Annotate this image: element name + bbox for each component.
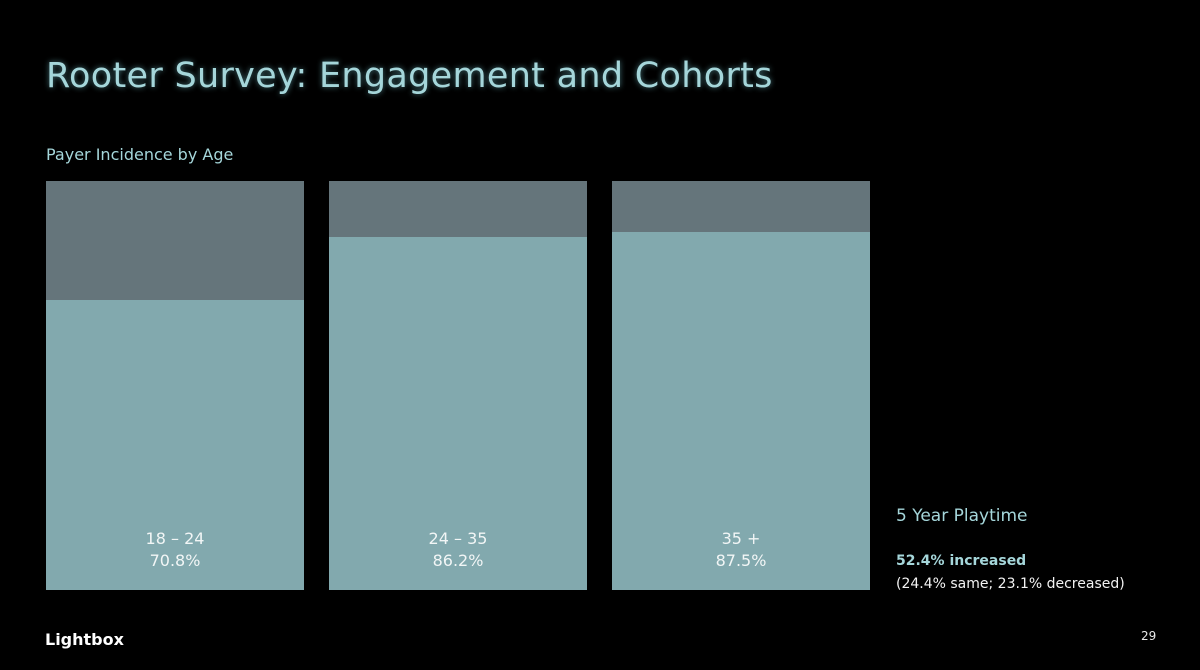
bar-fill (329, 237, 587, 590)
bar-fill (46, 300, 304, 590)
value-label: 70.8% (149, 551, 201, 570)
bar-1: 24 – 35 86.2% (329, 181, 587, 590)
category-label: 24 – 35 (428, 529, 488, 548)
playtime-increased: 52.4% increased (896, 553, 1027, 569)
value-label: 87.5% (715, 551, 767, 570)
bar-fill (612, 232, 870, 590)
chart-title: Payer Incidence by Age (46, 145, 234, 164)
page-number: 29 (1141, 629, 1157, 643)
bar-2: 35 + 87.5% (612, 181, 870, 590)
lightbox-logo: Lightbox (45, 630, 124, 649)
category-label: 35 + (721, 529, 761, 548)
value-label: 86.2% (432, 551, 484, 570)
playtime-title: 5 Year Playtime (896, 506, 1028, 526)
slide-title: Rooter Survey: Engagement and Cohorts (46, 56, 773, 96)
category-label: 18 – 24 (145, 529, 205, 548)
bar-0: 18 – 24 70.8% (46, 181, 304, 590)
playtime-breakdown: (24.4% same; 23.1% decreased) (896, 576, 1125, 592)
